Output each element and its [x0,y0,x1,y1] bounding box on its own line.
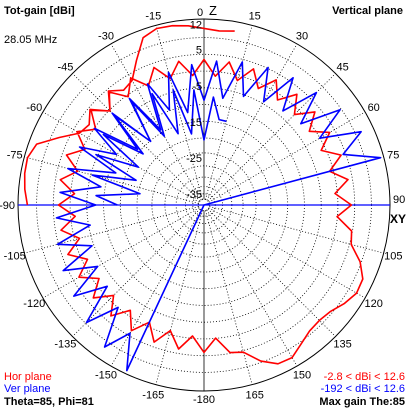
radial-tick-label: -5 [192,81,202,93]
xy-axis-label: XY [390,212,407,226]
grid-spoke [110,209,202,367]
polar-grid [17,18,391,392]
angle-tick-label: 15 [249,11,261,23]
grid-spoke [24,156,199,204]
grid-spoke [24,206,199,254]
angle-tick-label: -120 [23,298,45,310]
angle-labels: 0153045607590105120135150165180-15-30-45… [0,7,405,406]
grid-spoke [206,209,298,367]
grid-spoke [155,210,203,385]
gain-title: Tot-gain [dBi] [4,5,75,17]
grid-spoke [155,25,203,200]
angle-tick-label: -90 [0,200,15,212]
angle-tick-label: -15 [145,11,161,23]
ver-plane-trace [55,60,382,372]
grid-spoke [207,73,336,202]
angle-tick-label: -30 [98,30,114,42]
angle-tick-label: -180 [193,394,215,406]
angle-tick-label: 30 [296,30,308,42]
angle-tick-label: 75 [387,149,399,161]
grid-spoke [206,43,298,201]
hor-plane-trace [23,24,364,365]
angle-tick-label: 60 [368,102,380,114]
angle-tick-label: -150 [95,370,117,382]
angle-tick-label: -60 [26,102,42,114]
ver-gain-range: -192 < dBi < 12.6 [320,383,405,395]
angle-tick-label: 90 [393,194,405,206]
angle-tick-label: -165 [142,389,164,401]
radial-tick-label: 5 [196,45,202,57]
radial-tick-label: -35 [186,189,202,201]
angle-tick-label: 120 [365,298,383,310]
grid-spoke [42,111,200,203]
frequency-label: 28.05 MHz [4,34,58,46]
grid-spoke [207,208,336,337]
grid-spoke [205,25,253,200]
angle-tick-label: 45 [336,61,348,73]
angle-tick-label: 165 [246,389,264,401]
grid-spoke [205,210,253,385]
z-axis-label: Z [209,3,217,18]
hor-gain-range: -2.8 < dBi < 12.6 [323,371,405,383]
angle-tick-label: 0 [197,7,203,19]
theta-phi-readout: Theta=85, Phi=81 [4,396,94,408]
angle-tick-label: -105 [4,251,26,263]
angle-tick-label: -135 [54,339,76,351]
grid-spoke [208,207,366,299]
grid-spoke [209,206,384,254]
grid-spoke [208,111,366,203]
angle-tick-label: 150 [293,370,311,382]
grid-spoke [42,207,200,299]
pattern-traces [23,24,382,372]
legend-ver-plane: Ver plane [4,383,51,395]
radial-tick-label: -15 [186,117,202,129]
radial-tick-label: 12 [190,19,202,31]
max-gain-readout: Max gain The:85 [319,396,405,408]
angle-tick-label: -75 [7,149,23,161]
angle-tick-label: 135 [333,339,351,351]
angle-tick-label: 105 [384,251,402,263]
radial-tick-label: -25 [186,153,202,165]
grid-spoke [72,73,201,202]
grid-spoke [72,208,201,337]
grid-spoke [110,43,202,201]
angle-tick-label: -45 [57,61,73,73]
plane-title: Vertical plane [332,5,403,17]
legend-hor-plane: Hor plane [4,371,52,383]
